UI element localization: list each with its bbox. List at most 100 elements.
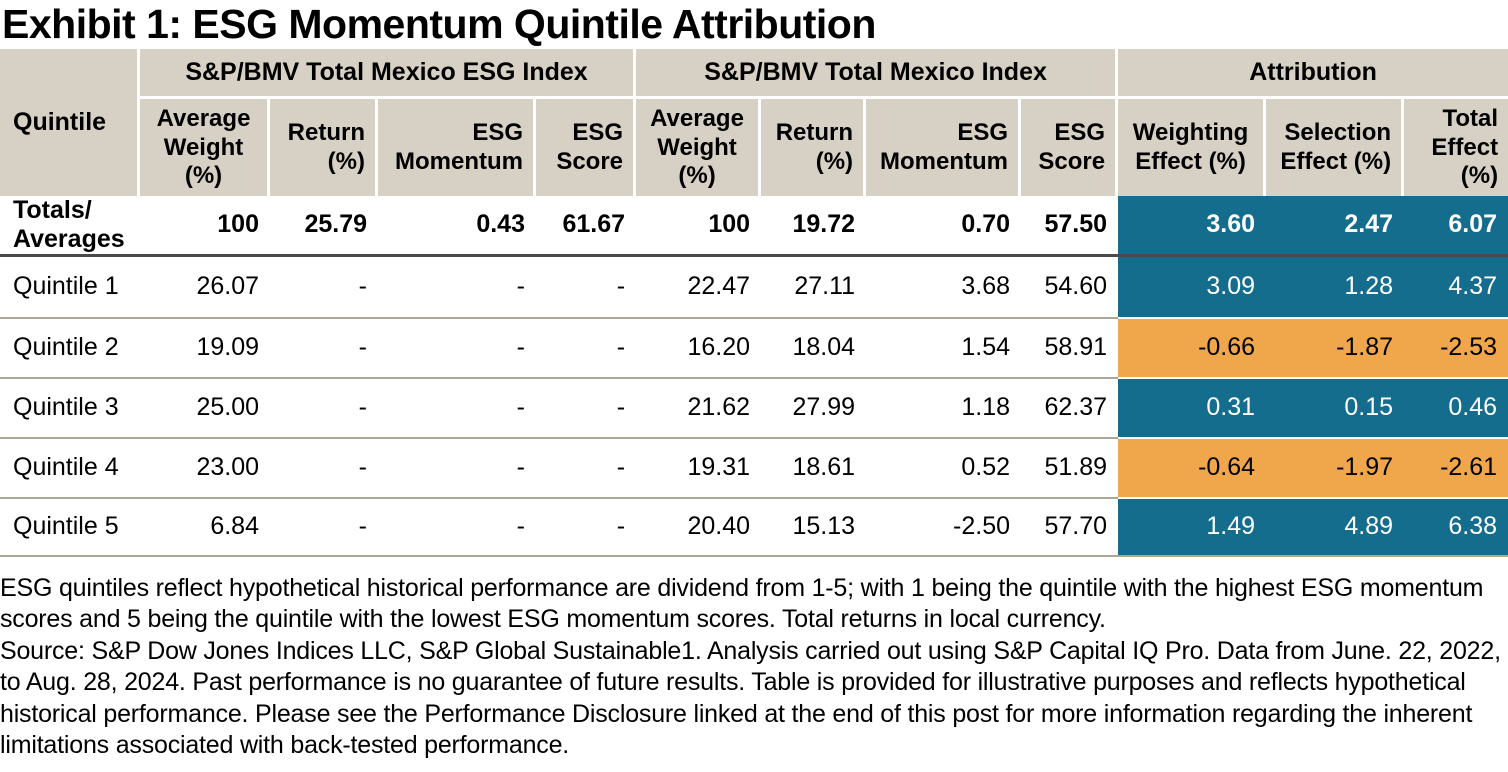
attribution-cell: -0.66 [1118,316,1267,377]
attribution-cell: -0.64 [1118,436,1267,497]
attribution-cell: 6.07 [1404,196,1508,257]
attribution-cell: 3.09 [1118,256,1267,317]
group-header-benchmark-index: S&P/BMV Total Mexico Index [636,49,1119,100]
attribution-cell: -1.97 [1266,436,1405,497]
value-cell: - [270,436,378,497]
subheader-esg-momentum: ESG Momentum [378,99,536,197]
value-cell: 1.54 [866,316,1022,377]
subheader-esg-score: ESG Score [536,99,637,197]
value-cell: 18.61 [761,436,867,497]
value-cell: - [536,256,637,317]
value-cell: 6.84 [140,496,270,557]
value-cell: 19.09 [140,316,270,377]
value-cell: 25.79 [270,196,378,257]
value-cell: 57.50 [1021,196,1119,257]
value-cell: 25.00 [140,376,270,437]
row-label: Quintile 2 [0,316,140,377]
value-cell: 27.11 [761,256,867,317]
attribution-table: Quintile S&P/BMV Total Mexico ESG Index … [0,49,1508,557]
sub-header-row: Average Weight (%) Return (%) ESG Moment… [0,99,1508,197]
subheader-weighting-effect: Weighting Effect (%) [1118,99,1267,197]
value-cell: 20.40 [636,496,762,557]
attribution-cell: 4.37 [1404,256,1508,317]
row-label: Totals/ Averages [0,196,140,257]
value-cell: 0.70 [866,196,1022,257]
value-cell: 100 [140,196,270,257]
value-cell: - [270,376,378,437]
value-cell: - [536,316,637,377]
group-header-row: Quintile S&P/BMV Total Mexico ESG Index … [0,49,1508,197]
value-cell: 22.47 [636,256,762,317]
subheader-esg-return: Return (%) [270,99,378,197]
value-cell: - [270,316,378,377]
value-cell: 51.89 [1021,436,1119,497]
value-cell: 16.20 [636,316,762,377]
subheader-esg-avg-weight: Average Weight (%) [140,99,270,197]
row-label: Quintile 5 [0,496,140,557]
attribution-cell: 1.49 [1118,496,1267,557]
attribution-cell: -2.53 [1404,316,1508,377]
row-label: Quintile 3 [0,376,140,437]
table-body: Totals/ Averages 100 25.79 0.43 61.67 10… [0,196,1508,557]
attribution-cell: 4.89 [1266,496,1405,557]
value-cell: 57.70 [1021,496,1119,557]
value-cell: 27.99 [761,376,867,437]
value-cell: 100 [636,196,762,257]
attribution-cell: -1.87 [1266,316,1405,377]
value-cell: 1.18 [866,376,1022,437]
value-cell: - [270,256,378,317]
value-cell: 61.67 [536,196,637,257]
row-label: Quintile 1 [0,256,140,317]
value-cell: 58.91 [1021,316,1119,377]
value-cell: - [536,436,637,497]
group-header-esg-index: S&P/BMV Total Mexico ESG Index [140,49,637,100]
table-header: Quintile S&P/BMV Total Mexico ESG Index … [0,49,1508,197]
value-cell: -2.50 [866,496,1022,557]
value-cell: 18.04 [761,316,867,377]
quintile-3-row: Quintile 3 25.00 - - - 21.62 27.99 1.18 … [0,376,1508,437]
quintile-5-row: Quintile 5 6.84 - - - 20.40 15.13 -2.50 … [0,496,1508,557]
value-cell: - [378,436,536,497]
subheader-total-effect: Total Effect (%) [1404,99,1508,197]
value-cell: - [378,376,536,437]
value-cell: - [536,496,637,557]
attribution-cell: 0.31 [1118,376,1267,437]
attribution-cell: 2.47 [1266,196,1405,257]
attribution-cell: -2.61 [1404,436,1508,497]
exhibit-title: Exhibit 1: ESG Momentum Quintile Attribu… [2,1,876,47]
value-cell: - [536,376,637,437]
value-cell: 23.00 [140,436,270,497]
subheader-bmk-return: Return (%) [761,99,867,197]
attribution-cell: 3.60 [1118,196,1267,257]
value-cell: 3.68 [866,256,1022,317]
value-cell: 0.52 [866,436,1022,497]
subheader-bmk-momentum: ESG Momentum [866,99,1022,197]
value-cell: 26.07 [140,256,270,317]
totals-row: Totals/ Averages 100 25.79 0.43 61.67 10… [0,196,1508,257]
value-cell: 54.60 [1021,256,1119,317]
footnote-source: Source: S&P Dow Jones Indices LLC, S&P G… [0,636,1501,760]
value-cell: 19.31 [636,436,762,497]
value-cell: 19.72 [761,196,867,257]
value-cell: 21.62 [636,376,762,437]
value-cell: 15.13 [761,496,867,557]
value-cell: - [378,256,536,317]
value-cell: - [270,496,378,557]
value-cell: - [378,496,536,557]
row-label: Quintile 4 [0,436,140,497]
group-header-attribution: Attribution [1118,49,1508,100]
attribution-cell: 0.46 [1404,376,1508,437]
subheader-bmk-score: ESG Score [1021,99,1119,197]
value-cell: - [378,316,536,377]
value-cell: 62.37 [1021,376,1119,437]
footnote: ESG quintiles reflect hypothetical histo… [0,573,1508,762]
attribution-cell: 1.28 [1266,256,1405,317]
attribution-cell: 6.38 [1404,496,1508,557]
quintile-1-row: Quintile 1 26.07 - - - 22.47 27.11 3.68 … [0,256,1508,317]
value-cell: 0.43 [378,196,536,257]
attribution-cell: 0.15 [1266,376,1405,437]
footnote-methodology: ESG quintiles reflect hypothetical histo… [0,573,1484,634]
column-header-quintile: Quintile [0,49,140,197]
subheader-selection-effect: Selection Effect (%) [1266,99,1405,197]
